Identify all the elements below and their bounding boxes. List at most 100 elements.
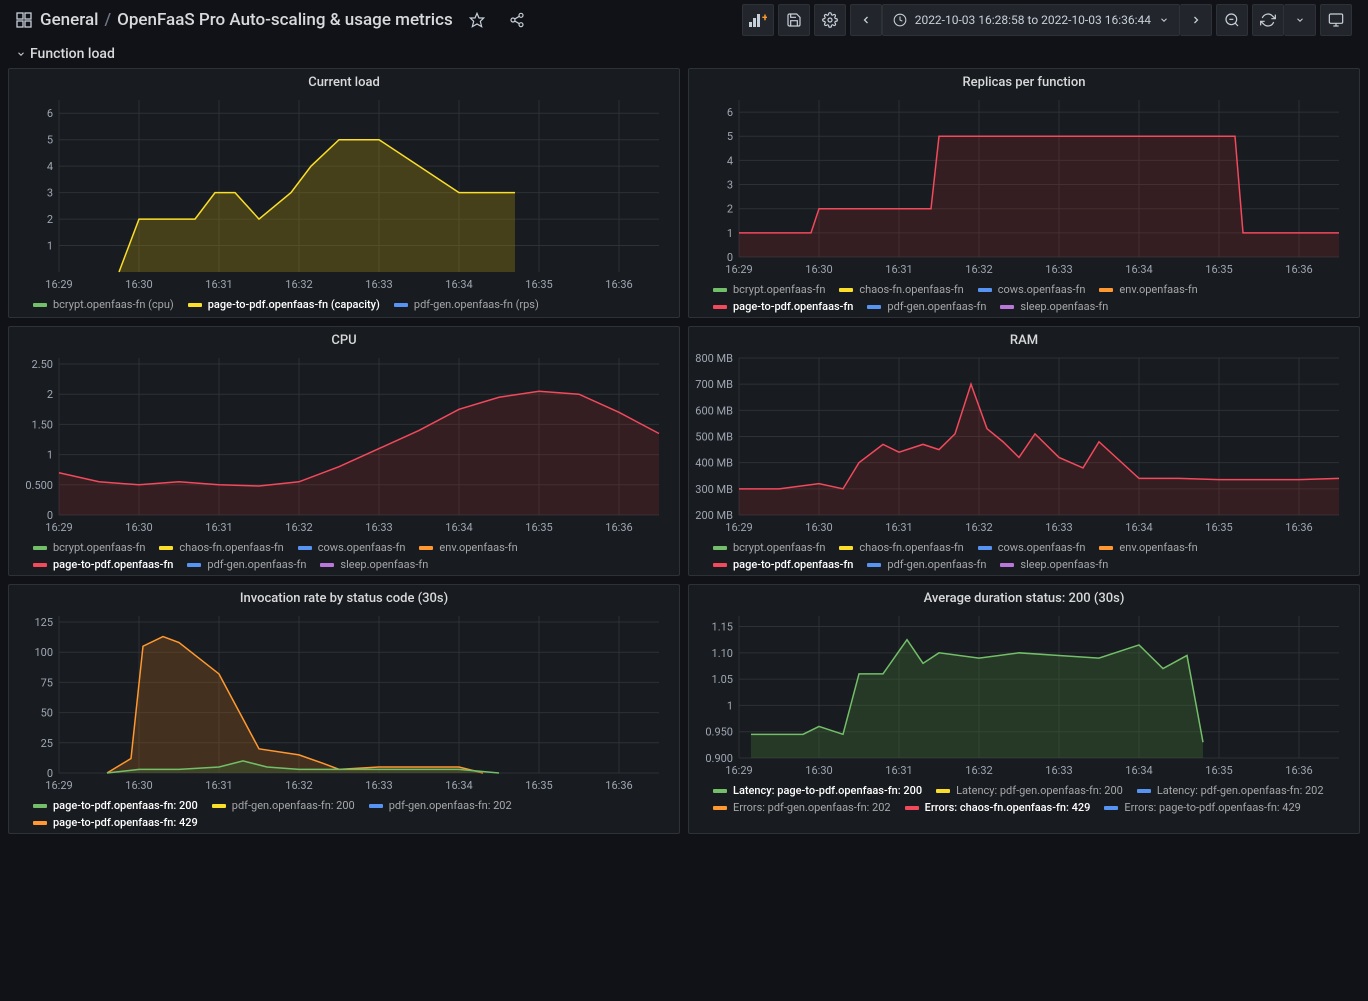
legend: bcrypt.openfaas-fn chaos-fn.openfaas-fn co… bbox=[9, 537, 679, 571]
legend-swatch bbox=[419, 546, 433, 550]
legend-item[interactable]: pdf-gen.openfaas-fn bbox=[867, 558, 986, 571]
svg-text:1: 1 bbox=[727, 227, 733, 240]
legend-item[interactable]: pdf-gen.openfaas-fn: 202 bbox=[369, 799, 512, 812]
panel-title: Replicas per function bbox=[689, 75, 1359, 94]
zoom-out-button[interactable] bbox=[1216, 4, 1248, 36]
time-forward-button[interactable] bbox=[1180, 4, 1212, 36]
cycle-view-button[interactable] bbox=[1320, 4, 1352, 36]
legend-item[interactable]: bcrypt.openfaas-fn (cpu) bbox=[33, 298, 174, 311]
legend-label: cows.openfaas-fn bbox=[998, 541, 1086, 554]
panel-duration[interactable]: Average duration status: 200 (30s) 0.900… bbox=[688, 584, 1360, 834]
legend-item[interactable]: chaos-fn.openfaas-fn bbox=[159, 541, 283, 554]
svg-text:16:36: 16:36 bbox=[605, 278, 632, 291]
dashboard-header: General / OpenFaaS Pro Auto-scaling & us… bbox=[0, 0, 1368, 40]
panel-invocation[interactable]: Invocation rate by status code (30s) 025… bbox=[8, 584, 680, 834]
legend-item[interactable]: sleep.openfaas-fn bbox=[1000, 558, 1108, 571]
legend-item[interactable]: env.openfaas-fn bbox=[1099, 283, 1197, 296]
legend-item[interactable]: bcrypt.openfaas-fn bbox=[713, 283, 825, 296]
legend-item[interactable]: env.openfaas-fn bbox=[1099, 541, 1197, 554]
time-range-label: 2022-10-03 16:28:58 to 2022-10-03 16:36:… bbox=[915, 13, 1151, 27]
time-range-picker[interactable]: 2022-10-03 16:28:58 to 2022-10-03 16:36:… bbox=[882, 4, 1180, 36]
refresh-interval-button[interactable] bbox=[1284, 4, 1316, 36]
legend-item[interactable]: pdf-gen.openfaas-fn bbox=[187, 558, 306, 571]
row-header[interactable]: Function load bbox=[0, 40, 1368, 68]
legend-label: chaos-fn.openfaas-fn bbox=[179, 541, 283, 554]
svg-text:16:34: 16:34 bbox=[445, 779, 472, 792]
svg-text:16:31: 16:31 bbox=[205, 278, 232, 291]
svg-text:16:35: 16:35 bbox=[525, 521, 552, 534]
star-icon[interactable] bbox=[461, 4, 493, 36]
svg-text:1.15: 1.15 bbox=[712, 621, 733, 634]
share-icon[interactable] bbox=[501, 4, 533, 36]
legend-item[interactable]: chaos-fn.openfaas-fn bbox=[839, 541, 963, 554]
breadcrumb-folder[interactable]: General bbox=[40, 10, 98, 30]
panel-replicas[interactable]: Replicas per function 012345616:2916:301… bbox=[688, 68, 1360, 318]
legend-swatch bbox=[212, 804, 226, 808]
legend-item[interactable]: Latency: pdf-gen.openfaas-fn: 202 bbox=[1137, 784, 1324, 797]
legend-item[interactable]: Errors: chaos-fn.openfaas-fn: 429 bbox=[905, 801, 1091, 814]
svg-text:16:36: 16:36 bbox=[605, 521, 632, 534]
legend-swatch bbox=[713, 288, 727, 292]
legend-item[interactable]: Errors: page-to-pdf.openfaas-fn: 429 bbox=[1104, 801, 1301, 814]
legend-swatch bbox=[1000, 305, 1014, 309]
chevron-down-icon bbox=[1159, 15, 1169, 25]
legend-swatch bbox=[713, 305, 727, 309]
chart: 12345616:2916:3016:3116:3216:3316:3416:3… bbox=[9, 94, 679, 294]
legend-item[interactable]: page-to-pdf.openfaas-fn: 429 bbox=[33, 816, 198, 829]
svg-text:16:30: 16:30 bbox=[125, 278, 152, 291]
save-button[interactable] bbox=[778, 4, 810, 36]
legend-label: page-to-pdf.openfaas-fn: 429 bbox=[53, 816, 198, 829]
panel-title: Average duration status: 200 (30s) bbox=[689, 591, 1359, 610]
svg-text:1.05: 1.05 bbox=[712, 673, 733, 686]
legend-item[interactable]: page-to-pdf.openfaas-fn bbox=[713, 300, 853, 313]
svg-text:16:29: 16:29 bbox=[725, 764, 752, 777]
svg-text:16:36: 16:36 bbox=[1285, 521, 1312, 534]
panel-cpu[interactable]: CPU 00.50011.5022.5016:2916:3016:3116:32… bbox=[8, 326, 680, 576]
add-panel-button[interactable]: + bbox=[742, 4, 774, 36]
legend-item[interactable]: Latency: pdf-gen.openfaas-fn: 200 bbox=[936, 784, 1123, 797]
svg-text:16:33: 16:33 bbox=[1045, 263, 1072, 276]
svg-text:16:34: 16:34 bbox=[445, 521, 472, 534]
svg-text:1: 1 bbox=[47, 240, 53, 253]
legend-item[interactable]: bcrypt.openfaas-fn bbox=[713, 541, 825, 554]
row-title-label: Function load bbox=[30, 46, 115, 62]
svg-text:1: 1 bbox=[727, 699, 733, 712]
legend-swatch bbox=[839, 288, 853, 292]
legend: page-to-pdf.openfaas-fn: 200 pdf-gen.open… bbox=[9, 795, 679, 829]
legend-swatch bbox=[936, 789, 950, 793]
legend-item[interactable]: chaos-fn.openfaas-fn bbox=[839, 283, 963, 296]
time-back-button[interactable] bbox=[850, 4, 882, 36]
legend-item[interactable]: page-to-pdf.openfaas-fn (capacity) bbox=[188, 298, 380, 311]
legend-item[interactable]: Errors: pdf-gen.openfaas-fn: 202 bbox=[713, 801, 891, 814]
legend-item[interactable]: cows.openfaas-fn bbox=[978, 283, 1086, 296]
settings-button[interactable] bbox=[814, 4, 846, 36]
svg-text:16:29: 16:29 bbox=[45, 278, 72, 291]
svg-text:700 MB: 700 MB bbox=[695, 378, 733, 391]
legend-item[interactable]: Latency: page-to-pdf.openfaas-fn: 200 bbox=[713, 784, 922, 797]
legend-item[interactable]: cows.openfaas-fn bbox=[978, 541, 1086, 554]
page-title[interactable]: OpenFaaS Pro Auto-scaling & usage metric… bbox=[117, 10, 453, 30]
refresh-button[interactable] bbox=[1252, 4, 1284, 36]
legend-item[interactable]: bcrypt.openfaas-fn bbox=[33, 541, 145, 554]
legend-item[interactable]: env.openfaas-fn bbox=[419, 541, 517, 554]
legend-item[interactable]: cows.openfaas-fn bbox=[298, 541, 406, 554]
svg-text:16:32: 16:32 bbox=[285, 779, 312, 792]
legend-item[interactable]: pdf-gen.openfaas-fn bbox=[867, 300, 986, 313]
svg-text:1.50: 1.50 bbox=[32, 418, 53, 431]
legend-item[interactable]: pdf-gen.openfaas-fn: 200 bbox=[212, 799, 355, 812]
legend-item[interactable]: sleep.openfaas-fn bbox=[1000, 300, 1108, 313]
legend-item[interactable]: pdf-gen.openfaas-fn (rps) bbox=[394, 298, 539, 311]
legend-swatch bbox=[298, 546, 312, 550]
legend-item[interactable]: sleep.openfaas-fn bbox=[320, 558, 428, 571]
legend-label: pdf-gen.openfaas-fn bbox=[887, 558, 986, 571]
svg-text:16:34: 16:34 bbox=[1125, 521, 1152, 534]
panel-ram[interactable]: RAM 200 MB300 MB400 MB500 MB600 MB700 MB… bbox=[688, 326, 1360, 576]
svg-text:16:29: 16:29 bbox=[45, 521, 72, 534]
legend-label: Errors: chaos-fn.openfaas-fn: 429 bbox=[925, 801, 1091, 814]
legend-item[interactable]: page-to-pdf.openfaas-fn bbox=[33, 558, 173, 571]
svg-text:0.500: 0.500 bbox=[25, 479, 53, 492]
legend-swatch bbox=[188, 303, 202, 307]
legend-item[interactable]: page-to-pdf.openfaas-fn: 200 bbox=[33, 799, 198, 812]
panel-current-load[interactable]: Current load 12345616:2916:3016:3116:321… bbox=[8, 68, 680, 318]
legend-item[interactable]: page-to-pdf.openfaas-fn bbox=[713, 558, 853, 571]
